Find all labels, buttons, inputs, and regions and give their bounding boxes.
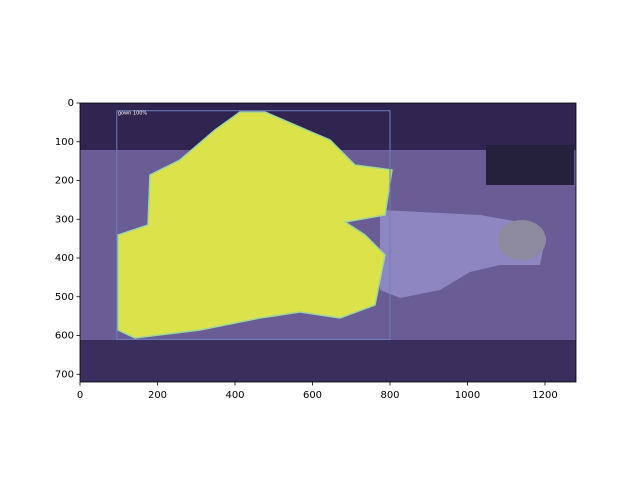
x-tick-label: 400 (225, 390, 244, 401)
segmentation-mask (117, 111, 393, 339)
x-tick-label: 800 (380, 390, 399, 401)
y-tick-label: 200 (55, 176, 74, 187)
manikin-head (498, 220, 546, 260)
y-tick-label: 700 (55, 369, 74, 380)
x-tick-label: 200 (148, 390, 167, 401)
bed-rail (80, 340, 576, 382)
bounding-box (116, 110, 391, 340)
axes-frame (79, 102, 577, 383)
x-tick-label: 600 (303, 390, 322, 401)
annotation-label: gown 100% (118, 110, 148, 116)
y-tick-label: 500 (55, 292, 74, 303)
x-tick-label: 0 (77, 390, 83, 401)
y-tick-label: 0 (68, 98, 74, 109)
y-tick-label: 400 (55, 253, 74, 264)
photo (80, 103, 576, 382)
y-tick-label: 100 (55, 137, 74, 148)
x-tick-label: 1200 (532, 390, 557, 401)
keyboard (486, 145, 574, 185)
x-tick-label: 1000 (455, 390, 480, 401)
y-tick-label: 300 (55, 214, 74, 225)
y-tick-label: 600 (55, 331, 74, 342)
